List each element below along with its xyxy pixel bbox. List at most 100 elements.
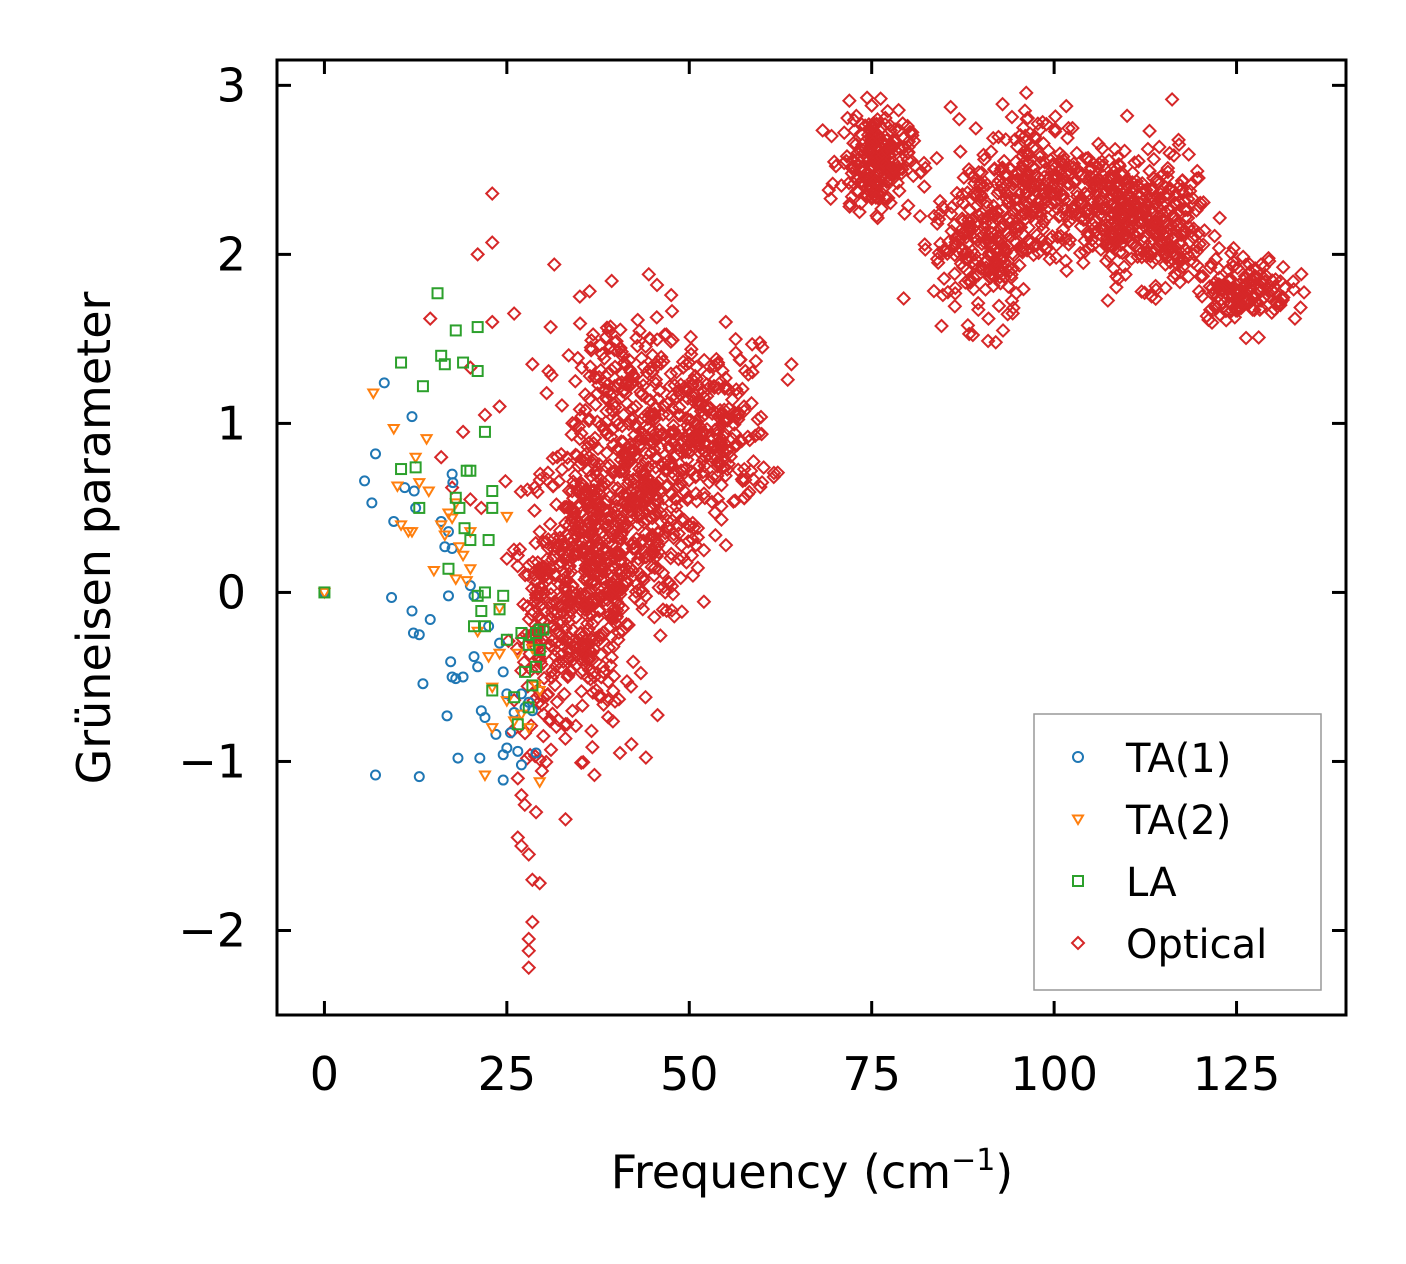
optical-point [681,472,697,488]
optical-point [1237,276,1253,292]
optical-point [1124,251,1139,267]
optical-point [1221,273,1237,289]
legend-marker [1071,814,1085,826]
data-point [485,682,500,695]
optical-point [1166,209,1182,224]
optical-point [1237,268,1253,284]
data-point [530,747,542,759]
optical-point [655,531,671,547]
optical-point [589,594,605,609]
optical-point [632,323,647,339]
optical-point [1027,183,1043,199]
optical-point [718,370,733,386]
optical-point [1230,298,1246,314]
optical-point [574,360,590,376]
optical-point [1104,171,1120,187]
data-point [472,661,484,673]
optical-point [712,402,728,418]
optical-point [663,546,679,562]
tick-labels: 0 25 50 75 100 125 −2 −1 0 1 2 3 [178,58,1280,1101]
legend-marker [1072,751,1084,763]
data-point [366,497,378,509]
data-point [424,613,436,625]
data-point [718,314,734,330]
optical-point [896,130,912,146]
optical-point [856,177,872,193]
data-point [995,323,1011,338]
optical-point [1275,259,1291,275]
data-point [493,603,506,616]
optical-point [539,385,555,401]
data-point [1272,297,1288,313]
data-point [486,501,499,514]
data-point [685,568,701,583]
optical-point [681,426,697,442]
data-point [486,485,499,498]
optical-point [626,441,642,457]
optical-point [1016,281,1031,297]
optical-point [608,591,624,607]
optical-point [1192,199,1207,214]
optical-point [714,512,729,527]
data-point [413,771,425,783]
optical-point [630,517,646,533]
optical-point [737,363,753,379]
optical-point [1013,207,1029,223]
optical-point [647,560,663,576]
optical-point [551,473,567,489]
optical-point [611,625,627,641]
optical-point [1266,301,1282,317]
data-point [1287,311,1303,327]
optical-point [575,663,591,678]
optical-point [1023,236,1038,251]
data-point [543,319,559,335]
optical-point [1129,187,1145,203]
optical-point [617,487,632,503]
optical-point [1147,242,1163,258]
optical-point [1006,233,1022,249]
optical-point [1129,178,1145,194]
optical-point [715,428,731,444]
optical-point [720,413,736,429]
y-tick-label: 3 [217,58,246,112]
optical-point [680,391,696,406]
optical-point [1175,259,1191,275]
optical-point [1264,273,1280,288]
data-point [458,522,471,535]
optical-point [1055,149,1071,165]
optical-point [944,223,960,239]
optical-point [1035,114,1051,130]
optical-point [689,493,705,509]
optical-point [716,412,732,428]
optical-point [1181,147,1197,162]
optical-point [1221,295,1237,311]
optical-point [861,145,876,160]
optical-point [612,562,628,578]
optical-point [870,210,886,226]
optical-point [685,515,701,531]
optical-point [904,124,920,140]
optical-point [1115,245,1130,261]
x-tick-label: 100 [1010,1047,1098,1101]
optical-point [521,558,537,573]
optical-point [564,595,580,611]
optical-point [700,437,716,453]
optical-point [675,360,691,375]
optical-point [638,750,654,765]
optical-point [1058,231,1074,246]
optical-point [525,554,541,570]
optical-point [1122,199,1138,215]
optical-point [913,165,929,181]
optical-point [617,383,633,398]
optical-point [661,519,676,535]
optical-point [947,286,963,301]
x-tick-label: 0 [310,1047,339,1101]
optical-point [1066,159,1082,175]
optical-point [1107,141,1123,157]
data-point [784,356,799,372]
optical-point [519,482,535,498]
optical-point [1047,121,1063,137]
optical-point [606,668,622,684]
optical-point [1166,148,1182,163]
optical-point [578,557,594,573]
